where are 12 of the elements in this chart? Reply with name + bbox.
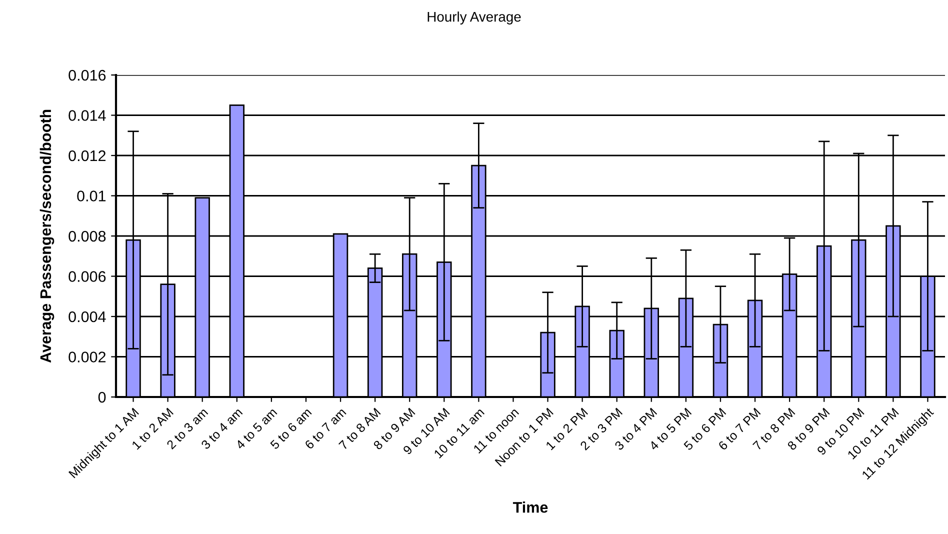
chart-title: Hourly Average: [428, 12, 521, 24]
y-tick-label: 0.012: [68, 150, 106, 162]
x-axis-title: Time: [512, 502, 548, 513]
y-tick-label: 0.008: [68, 230, 106, 242]
y-tick-label: 0.006: [68, 271, 106, 282]
y-tick-label: 0.002: [68, 352, 106, 362]
y-axis-title: Average Passengers/second/booth: [40, 110, 54, 363]
y-tick-label: 0: [98, 392, 106, 403]
y-tick-label: 0.004: [68, 311, 106, 322]
y-tick-label: 0.01: [77, 190, 106, 202]
y-tick-label: 0.016: [68, 70, 106, 81]
y-tick-label: 0.014: [68, 110, 106, 121]
